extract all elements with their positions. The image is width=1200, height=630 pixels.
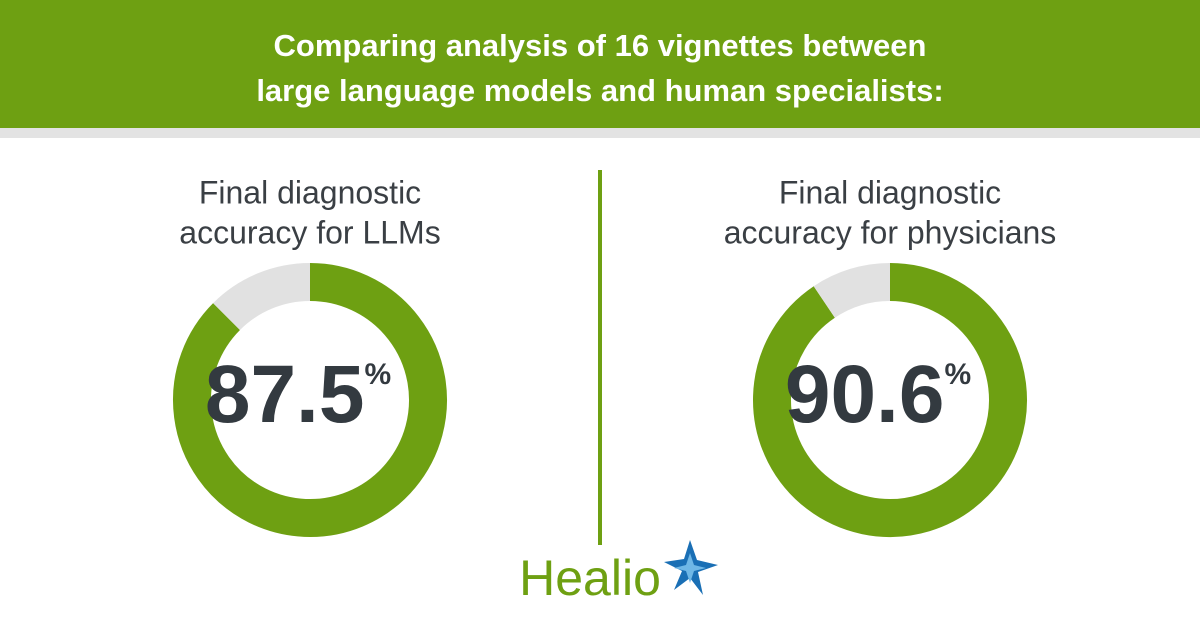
header-band [0, 0, 1200, 128]
center-value-number: 87.5 [205, 349, 365, 440]
logo-text: Healio [519, 550, 661, 606]
chart-title: accuracy for physicians [724, 214, 1057, 250]
center-value-unit: % [944, 358, 971, 391]
center-value: 87.5% [205, 349, 391, 440]
donut-segment [753, 263, 1027, 537]
logo-star-inner [674, 553, 706, 583]
header-title: Comparing analysis of 16 vignettes betwe… [274, 28, 927, 63]
logo: Healio [519, 540, 718, 606]
donut-segment [813, 263, 891, 319]
chart-title: accuracy for LLMs [179, 214, 440, 250]
chart-title: Final diagnostic [779, 174, 1001, 210]
center-value-number: 90.6 [785, 349, 945, 440]
donut-segment [173, 263, 447, 537]
donut-segment [213, 263, 311, 331]
center-value: 90.6% [785, 349, 971, 440]
header-title: large language models and human speciali… [256, 73, 943, 108]
chart-title: Final diagnostic [199, 174, 421, 210]
center-value-unit: % [364, 358, 391, 391]
header-rule [0, 128, 1200, 138]
